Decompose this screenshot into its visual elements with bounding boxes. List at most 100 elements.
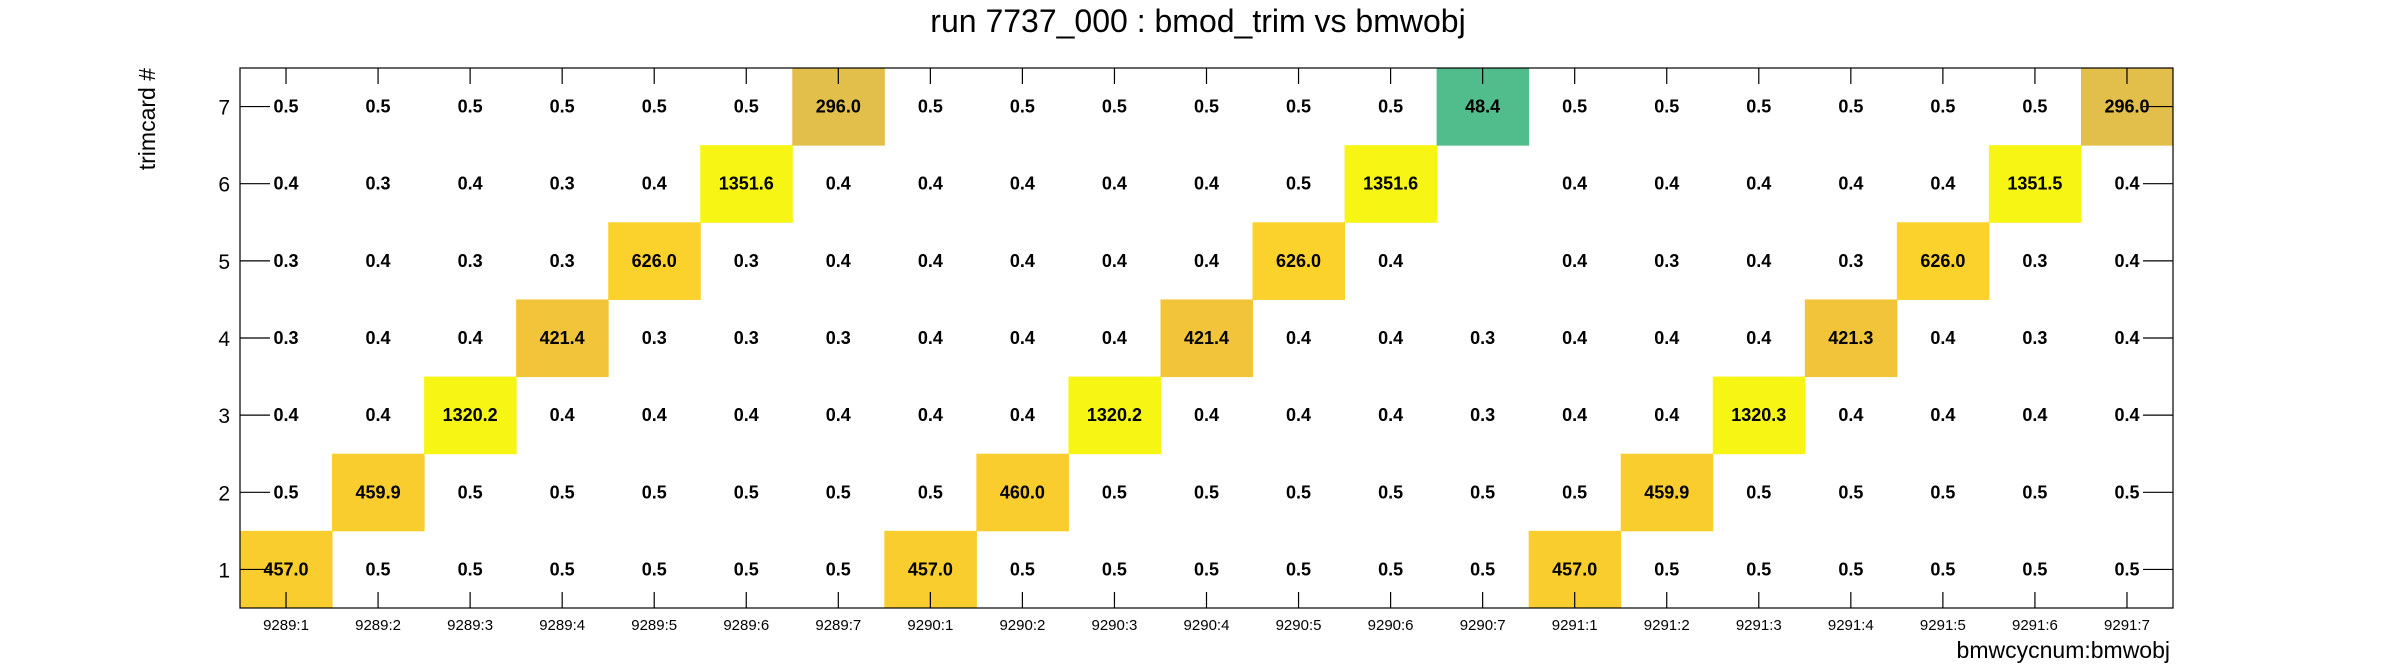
cell-value-label: 0.5 [1102, 97, 1127, 117]
cell-value-label: 0.5 [1286, 97, 1311, 117]
heatmap-cell [1804, 299, 1898, 378]
cell-value-label: 0.5 [734, 97, 759, 117]
heatmap-cell [332, 453, 425, 532]
cell-value-label: 0.5 [1654, 559, 1679, 579]
cell-value-label: 421.4 [540, 328, 585, 348]
cell-value-label: 0.4 [918, 328, 943, 348]
cell-value-label: 0.4 [2022, 405, 2047, 425]
cell-value-label: 0.4 [734, 405, 759, 425]
cell-value-label: 0.4 [366, 328, 391, 348]
cell-value-label: 457.0 [263, 559, 308, 579]
cell-value-label: 0.5 [550, 97, 575, 117]
cell-value-label: 296.0 [816, 97, 861, 117]
cell-value-label: 0.3 [2022, 251, 2047, 271]
cell-value-label: 0.4 [1010, 251, 1035, 271]
cell-value-label: 0.4 [366, 251, 391, 271]
cell-value-label: 421.3 [1828, 328, 1873, 348]
heatmap-cell [700, 145, 793, 223]
cell-value-label: 0.3 [458, 251, 483, 271]
cell-value-label: 0.4 [550, 405, 575, 425]
heatmap-cell [424, 376, 517, 455]
cell-value-label: 0.5 [2114, 482, 2139, 502]
cell-value-label: 0.5 [1562, 97, 1587, 117]
cell-value-label: 0.4 [918, 251, 943, 271]
cell-value-label: 0.4 [1286, 328, 1311, 348]
cell-value-label: 0.5 [1930, 482, 1955, 502]
heatmap-cell [516, 299, 609, 378]
cell-value-label: 0.4 [1010, 328, 1035, 348]
x-tick-label: 9289:2 [355, 617, 401, 634]
cell-value-label: 0.5 [1194, 97, 1219, 117]
cell-value-label: 0.5 [274, 482, 299, 502]
cell-value-label: 459.9 [1644, 482, 1689, 502]
cell-value-label: 457.0 [1552, 559, 1597, 579]
cell-value-label: 0.3 [734, 328, 759, 348]
cell-labels-layer: 457.0 0.5 0.5 0.5 0.5 0.5 0.5 457.0 0.5 0.5 0.5 0.5… [263, 97, 2149, 580]
cell-value-label: 0.4 [366, 405, 391, 425]
cell-value-label: 0.3 [826, 328, 851, 348]
cell-value-label: 0.5 [1010, 559, 1035, 579]
cell-value-label: 0.4 [1194, 174, 1219, 194]
x-tick-label: 9290:7 [1460, 617, 1506, 634]
cell-value-label: 0.5 [826, 559, 851, 579]
x-tick-label: 9291:6 [2012, 617, 2058, 634]
cell-value-label: 1320.2 [443, 405, 498, 425]
heatmap-cell [1068, 376, 1161, 455]
cells-layer [240, 68, 2174, 609]
cell-value-label: 0.4 [1194, 405, 1219, 425]
x-tick-label: 9290:6 [1368, 617, 1414, 634]
cell-value-label: 0.5 [458, 482, 483, 502]
y-tick-label: 7 [218, 97, 230, 120]
cell-value-label: 0.5 [1654, 97, 1679, 117]
x-tick-label: 9291:7 [2104, 617, 2150, 634]
y-tick-label: 6 [218, 174, 230, 197]
cell-value-label: 0.3 [274, 251, 299, 271]
cell-value-label: 0.4 [1010, 405, 1035, 425]
cell-value-label: 0.5 [550, 482, 575, 502]
cell-value-label: 0.5 [458, 559, 483, 579]
cell-value-label: 0.5 [1838, 482, 1863, 502]
cell-value-label: 0.5 [366, 97, 391, 117]
x-tick-label: 9291:5 [1920, 617, 1966, 634]
cell-value-label: 0.5 [1378, 482, 1403, 502]
cell-value-label: 0.3 [1470, 328, 1495, 348]
cell-value-label: 0.3 [274, 328, 299, 348]
cell-value-label: 0.5 [826, 482, 851, 502]
x-tick-label: 9291:2 [1644, 617, 1690, 634]
chart-title: run 7737_000 : bmod_trim vs bmwobj [930, 3, 1465, 39]
cell-value-label: 0.5 [1102, 482, 1127, 502]
heatmap-cell [1344, 145, 1438, 223]
cell-value-label: 0.4 [1746, 174, 1771, 194]
cell-value-label: 0.5 [1470, 482, 1495, 502]
heatmap-cell [1160, 299, 1254, 378]
cell-value-label: 0.3 [734, 251, 759, 271]
cell-value-label: 0.4 [642, 174, 667, 194]
cell-value-label: 0.4 [1194, 251, 1219, 271]
heatmap-cell [1620, 453, 1714, 532]
cell-value-label: 0.5 [1470, 559, 1495, 579]
cell-value-label: 0.4 [918, 174, 943, 194]
cell-value-label: 0.5 [550, 559, 575, 579]
cell-value-label: 0.5 [458, 97, 483, 117]
cell-value-label: 0.5 [642, 97, 667, 117]
x-tick-label: 9289:6 [723, 617, 769, 634]
cell-value-label: 626.0 [1920, 251, 1965, 271]
cell-value-label: 0.5 [1838, 97, 1863, 117]
cell-value-label: 0.4 [1378, 405, 1403, 425]
cell-value-label: 0.5 [1286, 174, 1311, 194]
cell-value-label: 0.5 [1378, 559, 1403, 579]
cell-value-label: 1320.3 [1731, 405, 1786, 425]
cell-value-label: 0.4 [1562, 328, 1587, 348]
cell-value-label: 0.4 [1378, 251, 1403, 271]
x-tick-label: 9289:7 [815, 617, 861, 634]
cell-value-label: 0.4 [1654, 328, 1679, 348]
x-tick-label: 9291:4 [1828, 617, 1874, 634]
cell-value-label: 421.4 [1184, 328, 1229, 348]
heatmap-cell [1896, 222, 1990, 300]
cell-value-label: 0.4 [1562, 251, 1587, 271]
cell-value-label: 626.0 [632, 251, 677, 271]
cell-value-label: 0.4 [1102, 174, 1127, 194]
cell-value-label: 0.4 [2114, 174, 2139, 194]
cell-value-label: 1351.6 [719, 174, 774, 194]
